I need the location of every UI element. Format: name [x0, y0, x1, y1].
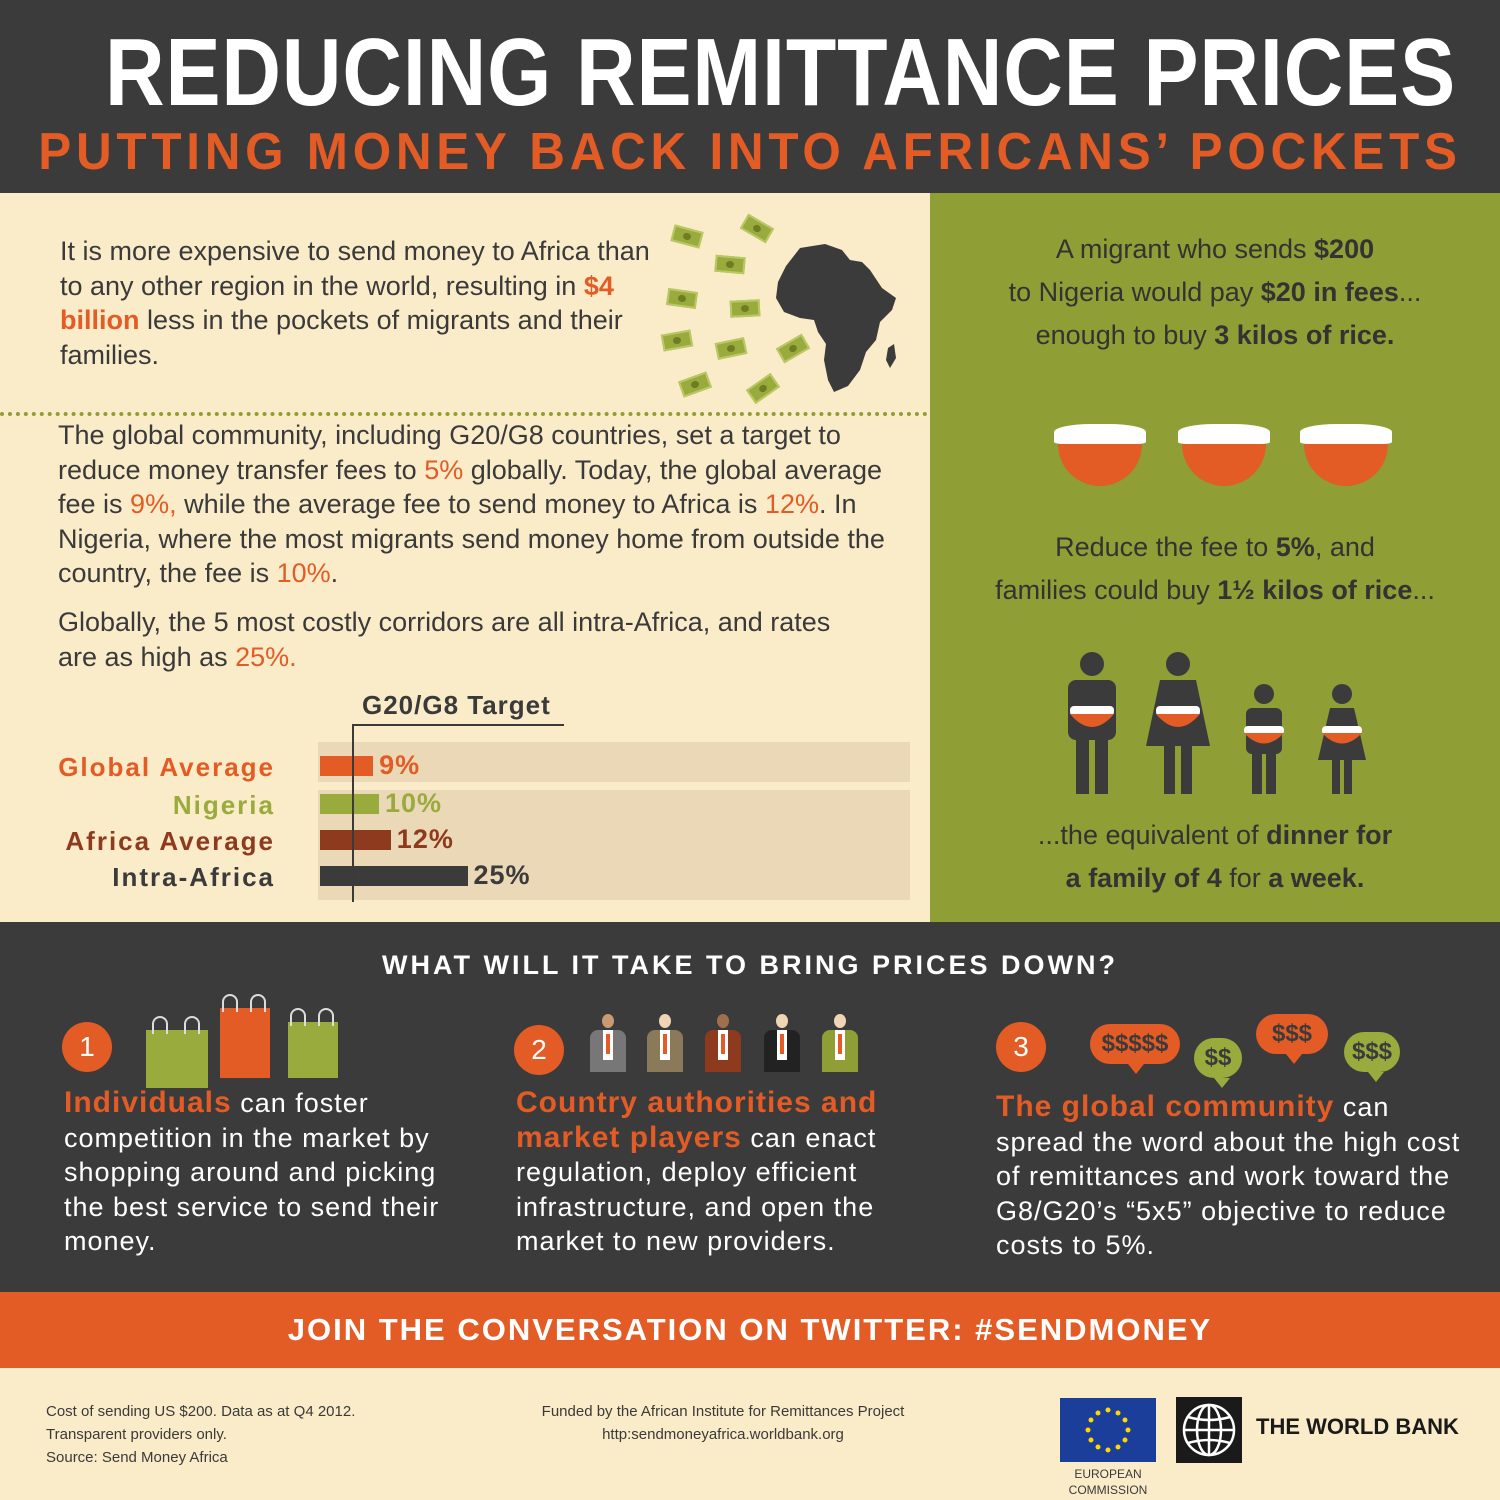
family-dinner-text: ...the equivalent of dinner for a family… [1037, 820, 1393, 893]
header-banner [0, 0, 1500, 193]
bar-category-label: Intra-Africa [112, 862, 275, 892]
eu-flag-icon [1060, 1398, 1156, 1462]
rice-bowl-icon [1300, 410, 1392, 488]
bar-category-label: Global Average [58, 752, 275, 782]
bar-category-label: Africa Average [65, 826, 275, 856]
money-bill-icon [714, 254, 746, 275]
bar [320, 830, 391, 850]
bar [320, 756, 374, 776]
world-bank-globe-icon [1176, 1397, 1242, 1463]
step-number-2: 2 [514, 1025, 564, 1075]
chart-target-underline [352, 724, 564, 726]
authority-person-icon [762, 1014, 802, 1072]
bar-value-label: 12% [396, 824, 454, 854]
bar [320, 866, 468, 886]
section-question: WHAT WILL IT TAKE TO BRING PRICES DOWN? [382, 950, 1118, 980]
eu-logo-label: EUROPEAN COMMISSION [1068, 1467, 1148, 1497]
step-2-text: Country authorities and market players c… [516, 1086, 878, 1256]
africa-map-icon [776, 244, 896, 392]
reduced-fee-text: Reduce the fee to 5%, and families could… [995, 532, 1435, 605]
bar-category-label: Nigeria [172, 790, 275, 820]
authority-person-icon [820, 1014, 860, 1072]
footer-notes: Cost of sending US $200. Data as at Q4 2… [46, 1403, 356, 1466]
rice-bowl-icon [1178, 410, 1270, 488]
authority-person-icon [588, 1014, 628, 1072]
dollar-speech-bubble-icon: $$ [1194, 1038, 1242, 1088]
shopping-bag-icon [288, 1008, 338, 1078]
bar-value-label: 9% [379, 750, 421, 780]
target-paragraph: The global community, including G20/G8 c… [58, 420, 885, 588]
page-subtitle: PUTTING MONEY BACK INTO AFRICANS’ POCKET… [38, 123, 1462, 181]
bar-value-label: 10% [385, 788, 443, 818]
footer-url-link[interactable]: http:sendmoneyafrica.worldbank.org [602, 1426, 844, 1443]
step-number-3: 3 [996, 1022, 1046, 1072]
chart-target-label: G20/G8 Target [362, 690, 551, 720]
dollar-speech-bubble-icon: $$$ [1256, 1014, 1328, 1064]
fee-example-text: A migrant who sends $200 to Nigeria woul… [1008, 234, 1422, 350]
step-3-text: The global community can spread the word… [996, 1090, 1461, 1260]
rice-bowl-icon [1054, 410, 1146, 488]
bar-background [318, 742, 910, 782]
footer-funding: Funded by the African Institute for Remi… [500, 1400, 946, 1446]
family-of-four-icon [1068, 652, 1366, 794]
authority-person-icon [645, 1014, 685, 1072]
solutions-section [0, 922, 1500, 1292]
bar-value-label: 25% [473, 860, 531, 890]
step-number-1: 1 [62, 1022, 112, 1072]
right-panel [930, 193, 1500, 922]
corridors-paragraph: Globally, the 5 most costly corridors ar… [58, 607, 831, 672]
shopping-bag-icon [220, 994, 270, 1078]
dollar-speech-bubble-icon: $$$ [1344, 1032, 1400, 1082]
twitter-hashtag-text[interactable]: JOIN THE CONVERSATION ON TWITTER: #SENDM… [287, 1312, 1213, 1347]
dotted-divider [0, 412, 928, 416]
page-title: REDUCING REMITTANCE PRICES [105, 19, 1457, 126]
twitter-banner [0, 1292, 1500, 1368]
bar [320, 794, 379, 814]
intro-paragraph: It is more expensive to send money to Af… [60, 236, 650, 370]
world-bank-name: THE WORLD BANK [1256, 1414, 1459, 1439]
dollar-speech-bubble-icon: $$$$$ [1090, 1024, 1180, 1074]
step-1-text: Individuals can foster competition in th… [64, 1086, 440, 1256]
shopping-bag-icon [146, 1016, 208, 1088]
money-bill-icon [729, 299, 761, 318]
highlight-4-billion: $4 billion [60, 270, 614, 336]
authority-person-icon [703, 1014, 743, 1072]
chart-target-line [352, 724, 354, 902]
